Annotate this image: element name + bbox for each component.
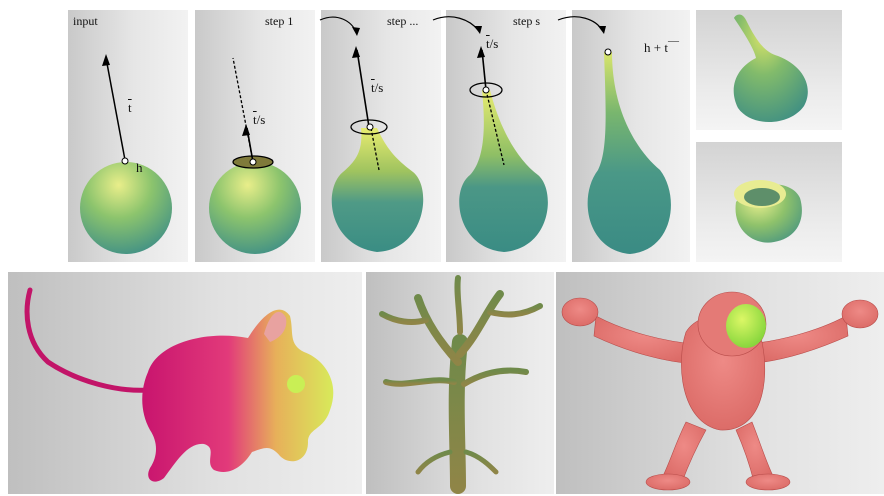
panel-step-1: t/s bbox=[195, 10, 315, 262]
tree-model-render bbox=[379, 275, 543, 494]
panel-step-dots-b: t/s bbox=[446, 10, 566, 262]
mouse-model-render bbox=[24, 287, 334, 482]
alien-model-render bbox=[561, 291, 879, 491]
panel-step-s: h + t— bbox=[572, 10, 690, 262]
math-t-over-s-3: t/s bbox=[486, 36, 499, 51]
sphere-step1-render bbox=[209, 57, 301, 254]
sphere-final-render bbox=[587, 48, 671, 254]
math-t-over-s-2: t/s bbox=[371, 80, 384, 95]
math-h: h bbox=[136, 160, 143, 175]
math-t-over-s: t/s bbox=[253, 112, 266, 127]
panel-mouse bbox=[8, 272, 362, 494]
panel-result-top bbox=[696, 10, 842, 130]
label-step-dots: step ... bbox=[387, 14, 419, 28]
panel-result-bottom bbox=[696, 142, 842, 262]
blob-result-render bbox=[733, 14, 808, 123]
panel-step-dots-a: t/s bbox=[321, 10, 441, 262]
math-t: t bbox=[128, 100, 132, 115]
panel-input: input t h bbox=[68, 10, 188, 262]
sphere-step2-render bbox=[331, 46, 424, 252]
panel-tree bbox=[366, 272, 554, 494]
cup-result-render bbox=[734, 180, 802, 243]
label-step-s: step s bbox=[513, 14, 540, 28]
math-h-plus-t: h + t— bbox=[644, 35, 679, 55]
sphere-input-render bbox=[80, 54, 172, 254]
panel-alien bbox=[556, 272, 884, 494]
label-input: input bbox=[73, 14, 98, 28]
label-step-1: step 1 bbox=[265, 14, 294, 28]
sphere-step3-render bbox=[459, 46, 548, 252]
